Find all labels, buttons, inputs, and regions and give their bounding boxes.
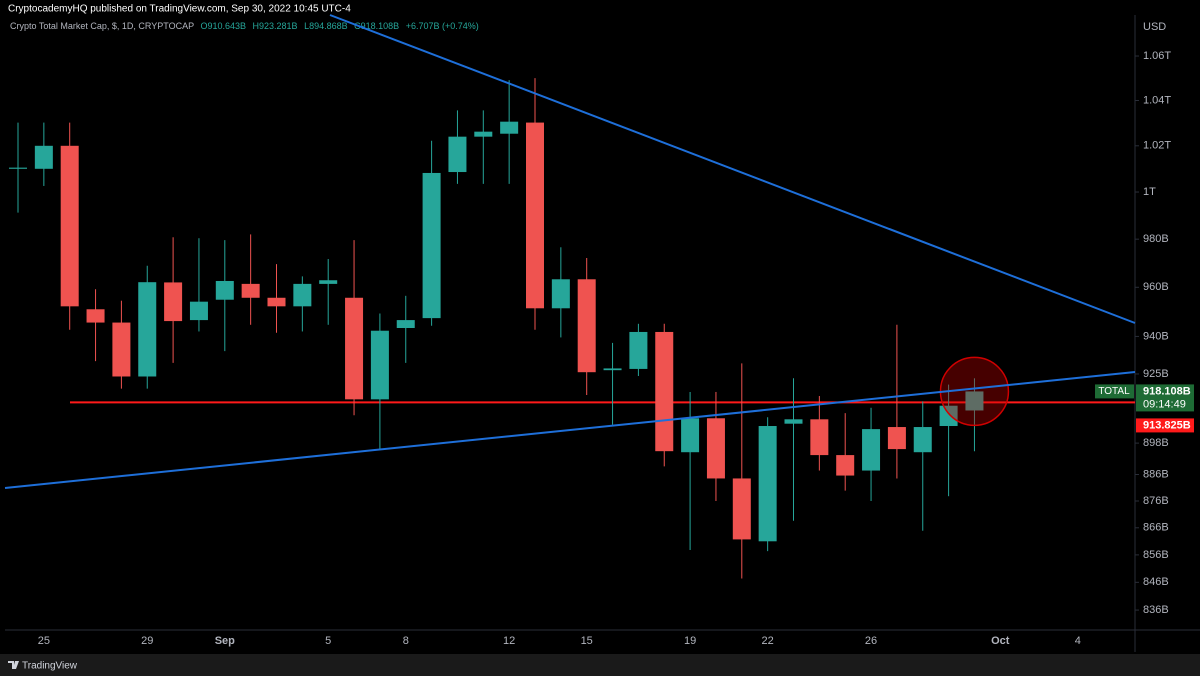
y-tick-label: 866B <box>1143 522 1169 534</box>
y-tick-label: 1.04T <box>1143 94 1171 106</box>
y-tick-label: 836B <box>1143 604 1169 616</box>
candle-body <box>758 426 777 542</box>
x-tick-label: 29 <box>141 635 153 647</box>
change: +6.707B (+0.74%) <box>406 21 479 31</box>
y-axis-label: USD <box>1143 21 1166 33</box>
candle-body <box>189 301 208 321</box>
candle-body <box>629 331 648 369</box>
candle-body <box>370 330 389 400</box>
candle-body <box>474 131 493 137</box>
candle-body <box>965 391 984 411</box>
last-price-name: TOTAL <box>1098 386 1130 397</box>
candle-body <box>60 145 79 307</box>
candle-body <box>267 297 286 307</box>
y-tick-label: 960B <box>1143 281 1169 293</box>
candle-body <box>396 320 415 328</box>
candle-body <box>655 331 674 452</box>
plot-area <box>9 78 1135 579</box>
candle-body <box>862 429 881 471</box>
x-tick-label: 22 <box>762 635 774 647</box>
brand-logo <box>8 661 19 669</box>
ohlc-close: C918.108B <box>354 21 399 31</box>
y-tick-label: 846B <box>1143 576 1169 588</box>
candle-body <box>86 309 105 323</box>
candle-body <box>784 419 803 424</box>
ohlc-high: H923.281B <box>253 21 298 31</box>
candle-body <box>345 297 364 400</box>
y-tick-label: 925B <box>1143 368 1169 380</box>
y-tick-label: 856B <box>1143 549 1169 561</box>
y-tick-label: 1.06T <box>1143 50 1171 62</box>
y-tick-label: 980B <box>1143 233 1169 245</box>
last-price-name-tag <box>1095 384 1134 399</box>
last-price-label: 918.108B <box>1143 385 1191 397</box>
y-tick-label: 1T <box>1143 186 1156 198</box>
candle-body <box>913 427 932 453</box>
candle-body <box>241 283 260 298</box>
price-line-tag <box>1136 418 1194 433</box>
price-line-label: 913.825B <box>1143 419 1191 431</box>
candle-body <box>836 455 855 476</box>
y-tick-label: 886B <box>1143 468 1169 480</box>
candle-body <box>706 418 725 479</box>
ohlc-low: L894.868B <box>304 21 348 31</box>
y-tick-label: 876B <box>1143 495 1169 507</box>
candle-body <box>551 279 570 309</box>
trend-line-upper <box>329 14 1136 324</box>
y-tick-label: 1.02T <box>1143 140 1171 152</box>
candle-body <box>215 280 234 300</box>
candle-body <box>810 419 829 456</box>
candle-body <box>681 418 700 453</box>
candle-body <box>164 282 183 322</box>
x-tick-label: 12 <box>503 635 515 647</box>
candle-body <box>34 145 53 169</box>
candle-body <box>112 322 131 377</box>
x-tick-label: Sep <box>215 635 235 647</box>
candle-body <box>319 280 338 284</box>
trend-line-lower <box>4 371 1136 489</box>
publisher: CryptocademyHQ published on TradingView.… <box>8 4 351 15</box>
candle-body <box>293 283 312 307</box>
y-tick-label: 940B <box>1143 330 1169 342</box>
ohlc-open: O910.643B <box>200 21 246 31</box>
candle-body <box>500 121 519 134</box>
candle-body <box>887 427 906 450</box>
x-tick-label: 19 <box>684 635 696 647</box>
symbol: Crypto Total Market Cap, $, 1D, CRYPTOCA… <box>10 21 194 31</box>
candle-body <box>603 368 622 371</box>
candle-body <box>448 136 467 173</box>
candle-body <box>138 282 157 377</box>
candle-body <box>526 122 544 309</box>
y-tick-label: 898B <box>1143 437 1169 449</box>
legend: Crypto Total Market Cap, $, 1D, CRYPTOCA… <box>10 21 479 31</box>
candle-body <box>422 172 441 319</box>
x-tick-label: Oct <box>991 635 1010 647</box>
x-tick-label: 8 <box>403 635 409 647</box>
candle-body <box>939 405 958 427</box>
candle-body <box>9 167 27 169</box>
candle-body <box>577 279 596 373</box>
brand: TradingView <box>22 661 78 672</box>
footer-bar <box>0 654 1200 676</box>
x-tick-label: 25 <box>38 635 50 647</box>
candle-body <box>732 478 751 540</box>
x-tick-label: 5 <box>325 635 331 647</box>
last-price-tag <box>1136 384 1194 412</box>
countdown: 09:14:49 <box>1143 398 1186 410</box>
x-tick-label: 15 <box>581 635 593 647</box>
x-tick-label: 26 <box>865 635 877 647</box>
x-tick-label: 4 <box>1075 635 1081 647</box>
